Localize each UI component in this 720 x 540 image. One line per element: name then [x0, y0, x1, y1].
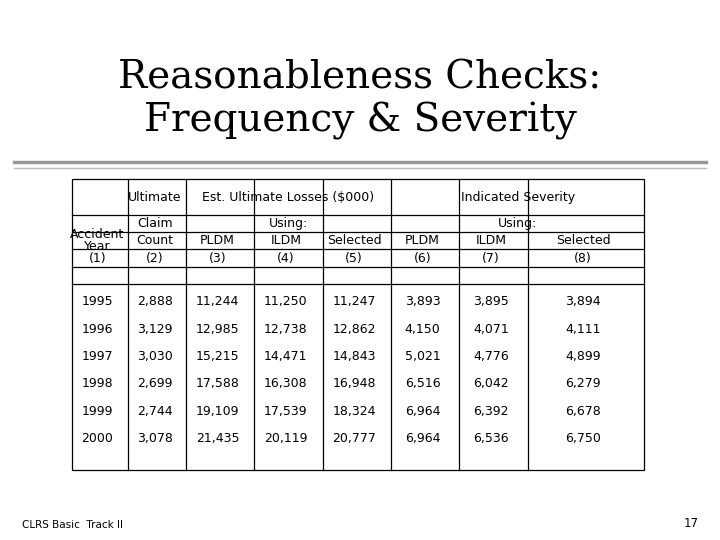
Text: 19,109: 19,109 [196, 404, 239, 417]
Text: 2,699: 2,699 [137, 377, 173, 390]
Text: 11,247: 11,247 [333, 295, 376, 308]
Text: 18,324: 18,324 [333, 404, 376, 417]
Text: 20,119: 20,119 [264, 432, 307, 445]
Text: Accident: Accident [70, 228, 125, 241]
Text: 20,777: 20,777 [333, 432, 376, 445]
Text: 3,894: 3,894 [565, 295, 601, 308]
Text: PLDM: PLDM [405, 234, 440, 247]
Text: 17,588: 17,588 [196, 377, 239, 390]
Text: Selected: Selected [327, 234, 382, 247]
Text: 1998: 1998 [81, 377, 113, 390]
Text: 4,776: 4,776 [473, 350, 509, 363]
Text: (4): (4) [277, 252, 294, 265]
Text: ILDM: ILDM [270, 234, 302, 247]
Text: (8): (8) [575, 252, 592, 265]
Text: 5,021: 5,021 [405, 350, 441, 363]
Text: 6,750: 6,750 [565, 432, 601, 445]
Text: 6,516: 6,516 [405, 377, 441, 390]
Text: PLDM: PLDM [200, 234, 235, 247]
Text: 12,738: 12,738 [264, 322, 307, 336]
Text: (3): (3) [209, 252, 226, 265]
Text: (1): (1) [89, 252, 106, 265]
Text: 1997: 1997 [81, 350, 113, 363]
Text: Selected: Selected [556, 234, 611, 247]
Text: 11,244: 11,244 [196, 295, 239, 308]
Text: 3,129: 3,129 [137, 322, 173, 336]
Text: Est. Ultimate Losses ($000): Est. Ultimate Losses ($000) [202, 191, 374, 204]
Text: 16,948: 16,948 [333, 377, 376, 390]
Text: 6,678: 6,678 [565, 404, 601, 417]
Text: 17: 17 [683, 517, 698, 530]
Text: Count: Count [136, 234, 174, 247]
Text: Using:: Using: [498, 217, 537, 230]
Text: 6,536: 6,536 [473, 432, 509, 445]
Text: 14,471: 14,471 [264, 350, 307, 363]
Text: 3,078: 3,078 [137, 432, 173, 445]
Text: 21,435: 21,435 [196, 432, 239, 445]
Text: 3,893: 3,893 [405, 295, 441, 308]
Text: 2,888: 2,888 [137, 295, 173, 308]
Text: 6,964: 6,964 [405, 432, 441, 445]
Text: (7): (7) [482, 252, 500, 265]
Text: Frequency & Severity: Frequency & Severity [143, 103, 577, 140]
Text: 6,964: 6,964 [405, 404, 441, 417]
Text: (6): (6) [414, 252, 431, 265]
Text: 6,279: 6,279 [565, 377, 601, 390]
Text: (2): (2) [146, 252, 163, 265]
Text: 2000: 2000 [81, 432, 113, 445]
Text: 12,862: 12,862 [333, 322, 376, 336]
Text: 4,071: 4,071 [473, 322, 509, 336]
Text: CLRS Basic  Track II: CLRS Basic Track II [22, 520, 122, 530]
Text: Ultimate: Ultimate [128, 191, 181, 204]
Text: 1999: 1999 [81, 404, 113, 417]
Text: 3,030: 3,030 [137, 350, 173, 363]
Bar [72, 179, 644, 470]
Text: Claim: Claim [137, 217, 173, 230]
Text: (5): (5) [346, 252, 363, 265]
Text: 2,744: 2,744 [137, 404, 173, 417]
Text: ILDM: ILDM [475, 234, 507, 247]
Text: 11,250: 11,250 [264, 295, 307, 308]
Text: 12,985: 12,985 [196, 322, 239, 336]
Text: 4,150: 4,150 [405, 322, 441, 336]
Text: Indicated Severity: Indicated Severity [461, 191, 575, 204]
Text: 6,042: 6,042 [473, 377, 509, 390]
Text: Reasonableness Checks:: Reasonableness Checks: [118, 60, 602, 97]
Text: Year: Year [84, 240, 110, 253]
Text: 16,308: 16,308 [264, 377, 307, 390]
Text: Using:: Using: [269, 217, 308, 230]
Text: 3,895: 3,895 [473, 295, 509, 308]
Text: 6,392: 6,392 [473, 404, 509, 417]
Text: 17,539: 17,539 [264, 404, 307, 417]
Text: 4,899: 4,899 [565, 350, 601, 363]
Text: 14,843: 14,843 [333, 350, 376, 363]
Text: 1995: 1995 [81, 295, 113, 308]
Text: 4,111: 4,111 [565, 322, 601, 336]
Text: 15,215: 15,215 [196, 350, 239, 363]
Text: 1996: 1996 [81, 322, 113, 336]
